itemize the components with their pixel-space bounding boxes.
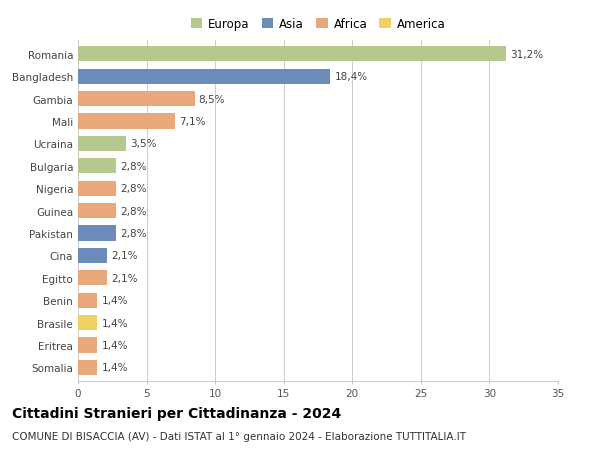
Text: COMUNE DI BISACCIA (AV) - Dati ISTAT al 1° gennaio 2024 - Elaborazione TUTTITALI: COMUNE DI BISACCIA (AV) - Dati ISTAT al … bbox=[12, 431, 466, 442]
Bar bbox=[78, 360, 97, 375]
Text: 2,1%: 2,1% bbox=[111, 273, 137, 283]
Bar bbox=[78, 315, 97, 330]
Bar bbox=[78, 293, 97, 308]
Text: 8,5%: 8,5% bbox=[199, 95, 225, 104]
Bar bbox=[78, 159, 116, 174]
Text: 7,1%: 7,1% bbox=[179, 117, 206, 127]
Bar bbox=[78, 114, 175, 129]
Bar bbox=[78, 226, 116, 241]
Bar bbox=[78, 92, 194, 107]
Bar bbox=[78, 338, 97, 353]
Text: 2,1%: 2,1% bbox=[111, 251, 137, 261]
Text: 1,4%: 1,4% bbox=[101, 296, 128, 306]
Text: Cittadini Stranieri per Cittadinanza - 2024: Cittadini Stranieri per Cittadinanza - 2… bbox=[12, 406, 341, 420]
Text: 2,8%: 2,8% bbox=[121, 229, 147, 239]
Text: 3,5%: 3,5% bbox=[130, 139, 157, 149]
Text: 31,2%: 31,2% bbox=[510, 50, 543, 60]
Text: 1,4%: 1,4% bbox=[101, 318, 128, 328]
Bar bbox=[78, 181, 116, 196]
Text: 2,8%: 2,8% bbox=[121, 162, 147, 172]
Text: 2,8%: 2,8% bbox=[121, 206, 147, 216]
Bar bbox=[78, 270, 107, 286]
Text: 18,4%: 18,4% bbox=[334, 72, 368, 82]
Bar bbox=[78, 248, 107, 263]
Bar bbox=[78, 69, 331, 84]
Bar bbox=[78, 203, 116, 219]
Bar bbox=[78, 136, 126, 151]
Text: 2,8%: 2,8% bbox=[121, 184, 147, 194]
Bar bbox=[78, 47, 506, 62]
Legend: Europa, Asia, Africa, America: Europa, Asia, Africa, America bbox=[191, 18, 445, 31]
Text: 1,4%: 1,4% bbox=[101, 340, 128, 350]
Text: 1,4%: 1,4% bbox=[101, 363, 128, 373]
